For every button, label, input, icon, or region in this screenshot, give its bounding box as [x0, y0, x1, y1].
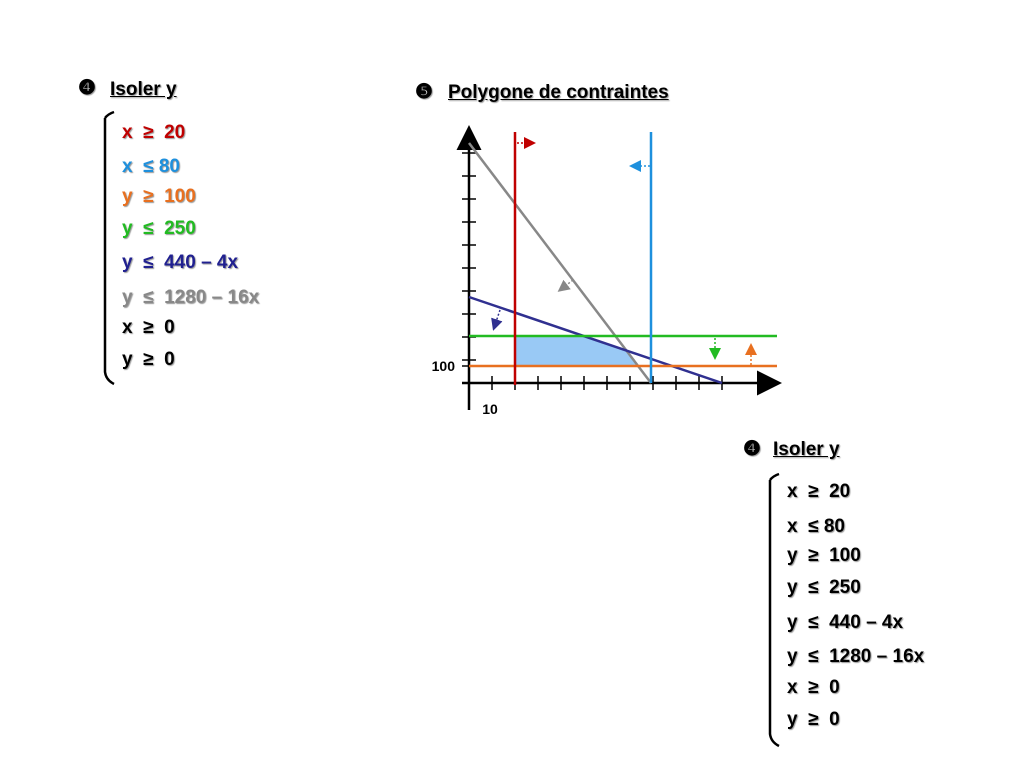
constraint: x ≥ 0 — [122, 317, 175, 338]
marker: ❺ — [415, 81, 433, 103]
line-navy — [468, 295, 723, 385]
constraint: x ≤ 80 — [122, 156, 180, 177]
title: Polygone de contraintes — [448, 82, 669, 103]
constraint: y ≤ 250 — [787, 577, 861, 598]
x-axis-label: 10 — [482, 401, 498, 417]
constraint: x ≥ 20 — [122, 122, 186, 143]
title: Isoler y — [110, 79, 177, 100]
marker: ❹ — [743, 438, 761, 460]
y-axis-label: 100 — [432, 358, 456, 374]
constraint: x ≤ 80 — [787, 516, 845, 537]
title: Isoler y — [773, 439, 840, 460]
constraint: y ≤ 1280 – 16x — [122, 287, 260, 308]
line-gray — [468, 142, 652, 384]
constraint: x ≥ 0 — [787, 677, 840, 698]
brace — [103, 110, 115, 386]
constraint: y ≥ 100 — [787, 545, 861, 566]
direction-arrows — [491, 137, 757, 365]
marker: ❹ — [78, 77, 96, 99]
constraint: y ≥ 0 — [787, 709, 840, 730]
constraint: y ≤ 440 – 4x — [787, 612, 904, 633]
constraint: x ≥ 20 — [787, 481, 851, 502]
feasible-region — [515, 336, 638, 366]
constraint: y ≤ 1280 – 16x — [787, 646, 925, 667]
constraint: y ≤ 440 – 4x — [122, 252, 239, 273]
constraint: y ≥ 100 — [122, 186, 196, 207]
brace — [768, 472, 780, 748]
constraint: y ≥ 0 — [122, 349, 175, 370]
constraint: y ≤ 250 — [122, 218, 196, 239]
